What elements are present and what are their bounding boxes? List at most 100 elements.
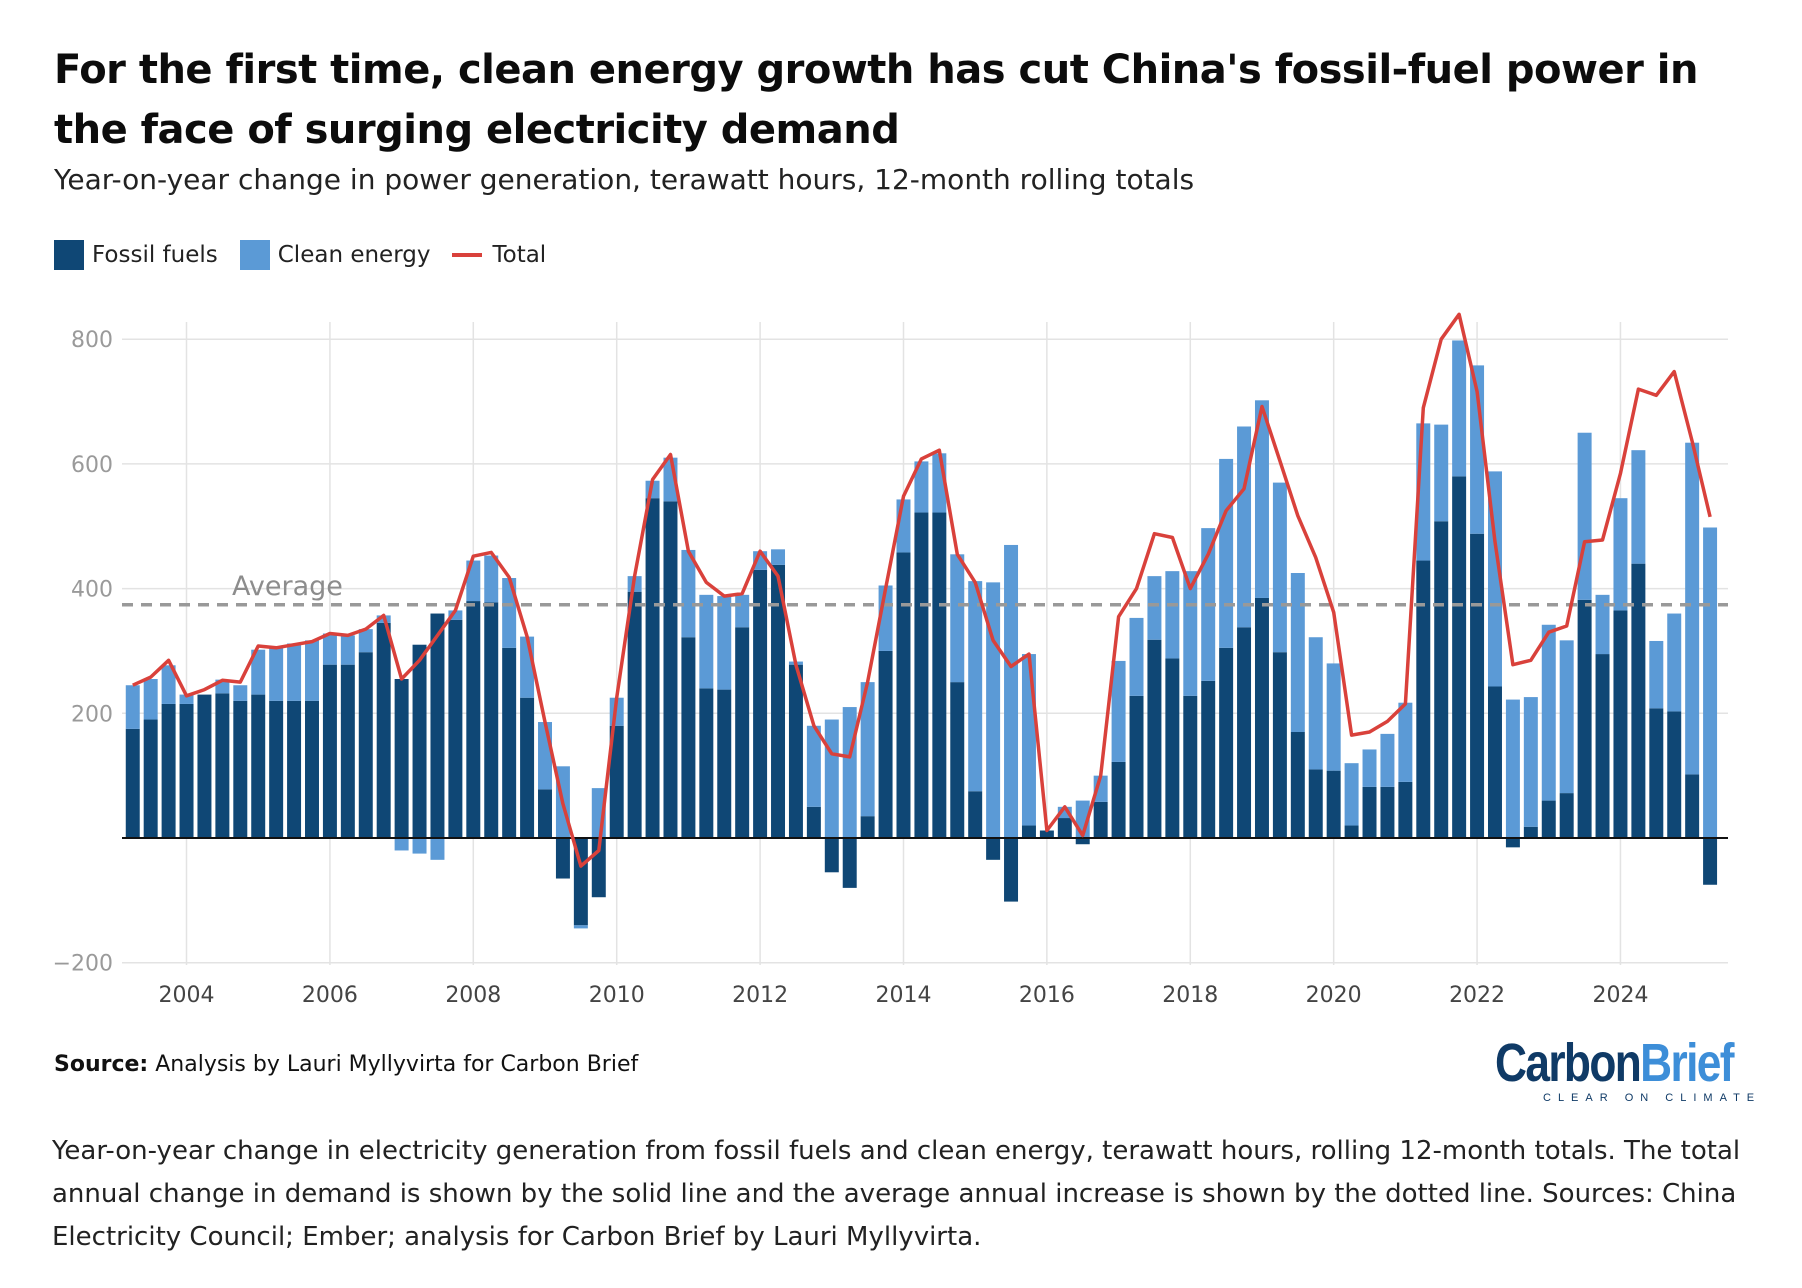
bar-clean xyxy=(1057,806,1072,819)
bar-clean xyxy=(914,461,929,513)
bar-clean xyxy=(1004,544,1019,838)
bar-clean xyxy=(1129,617,1144,696)
bar-fossil xyxy=(1380,786,1395,838)
bar-clean xyxy=(484,555,499,603)
x-tick-label: 2022 xyxy=(1449,983,1505,1008)
bar-clean xyxy=(1111,660,1126,762)
bar-clean xyxy=(179,694,194,704)
bar-clean xyxy=(430,838,445,860)
x-tick-label: 2008 xyxy=(445,983,501,1008)
bar-clean xyxy=(502,578,517,648)
bar-fossil xyxy=(896,552,911,838)
bar-clean xyxy=(1380,733,1395,787)
bar-fossil xyxy=(1362,786,1377,838)
bar-clean xyxy=(1559,640,1574,794)
x-tick-label: 2012 xyxy=(732,983,788,1008)
bar-fossil xyxy=(1111,761,1126,838)
bar-clean xyxy=(287,643,302,701)
logo-part2: Brief xyxy=(1640,1033,1734,1093)
bar-fossil xyxy=(1165,658,1180,838)
bar-fossil xyxy=(251,694,266,838)
bar-clean xyxy=(1290,573,1305,733)
bar-clean xyxy=(340,635,355,665)
bar-fossil xyxy=(878,650,893,838)
bar-clean xyxy=(573,925,588,929)
legend-item-clean: Clean energy xyxy=(239,240,431,270)
bar-fossil xyxy=(430,613,445,838)
x-tick-label: 2004 xyxy=(159,983,215,1008)
bar-fossil xyxy=(233,700,248,838)
bar-fossil xyxy=(1290,732,1305,838)
bar-fossil xyxy=(1487,686,1502,838)
bar-fossil xyxy=(1183,695,1198,838)
bar-fossil xyxy=(1057,818,1072,838)
legend-label-fossil: Fossil fuels xyxy=(92,242,218,268)
bar-clean xyxy=(717,596,732,690)
bar-clean xyxy=(1505,699,1520,838)
bar-clean xyxy=(699,594,714,689)
bar-fossil xyxy=(215,693,230,838)
bar-clean xyxy=(1595,594,1610,655)
bar-clean xyxy=(968,581,983,792)
legend-item-total: Total xyxy=(452,242,546,268)
logo-part1: Carbon xyxy=(1495,1033,1642,1093)
y-tick-label: −200 xyxy=(53,952,113,977)
bar-fossil xyxy=(1613,610,1628,838)
bar-fossil xyxy=(538,789,552,838)
bar-clean xyxy=(1344,763,1359,826)
bar-fossil xyxy=(448,619,463,838)
bar-fossil xyxy=(1308,769,1323,838)
bar-fossil xyxy=(1434,521,1449,838)
bar-clean xyxy=(1398,702,1413,782)
source-text: Analysis by Lauri Myllyvirta for Carbon … xyxy=(155,1052,639,1077)
bar-clean xyxy=(1577,432,1592,600)
bar-fossil xyxy=(1344,825,1359,838)
bar-fossil xyxy=(322,664,337,838)
bar-fossil xyxy=(1272,652,1287,838)
legend-label-clean: Clean energy xyxy=(277,242,431,268)
bar-fossil xyxy=(287,700,302,838)
bar-clean xyxy=(358,629,373,653)
bar-clean xyxy=(1021,654,1036,826)
bar-fossil xyxy=(788,664,803,838)
bar-fossil xyxy=(358,652,373,838)
bar-fossil xyxy=(197,694,212,838)
bar-fossil xyxy=(986,838,1001,860)
bar-fossil xyxy=(1470,533,1485,838)
bar-clean xyxy=(1649,640,1664,709)
bar-clean xyxy=(1254,400,1269,598)
bar-fossil xyxy=(950,682,965,838)
bar-fossil xyxy=(1416,560,1431,838)
bar-fossil xyxy=(806,806,821,838)
x-tick-label: 2020 xyxy=(1306,983,1362,1008)
average-label: Average xyxy=(232,571,343,602)
bar-clean xyxy=(1183,571,1198,696)
bar-fossil xyxy=(735,627,750,838)
bar-clean xyxy=(806,725,821,807)
bar-clean xyxy=(1541,624,1556,801)
chart-title: For the first time, clean energy growth … xyxy=(54,47,1698,153)
bar-fossil xyxy=(1219,647,1234,838)
x-tick-label: 2006 xyxy=(302,983,358,1008)
bar-clean xyxy=(448,610,463,620)
bar-fossil xyxy=(1004,838,1019,902)
bar-fossil xyxy=(663,501,678,838)
logo-tagline: CLEAR ON CLIMATE xyxy=(1543,1092,1762,1104)
y-tick-label: 400 xyxy=(71,578,113,603)
bar-fossil xyxy=(1505,838,1520,848)
bar-fossil xyxy=(824,838,839,873)
y-tick-label: 800 xyxy=(71,328,113,353)
bar-fossil xyxy=(466,601,481,838)
bar-clean xyxy=(143,679,158,720)
bar-fossil xyxy=(1093,801,1108,838)
bar-clean xyxy=(860,682,875,817)
bar-fossil xyxy=(1237,627,1252,838)
bar-fossil xyxy=(412,644,427,838)
source-note: Source: Analysis by Lauri Myllyvirta for… xyxy=(54,1052,638,1077)
bar-clean xyxy=(1703,527,1718,838)
bar-clean xyxy=(842,707,857,838)
bar-clean xyxy=(1237,426,1252,628)
x-tick-label: 2014 xyxy=(875,983,931,1008)
bar-fossil xyxy=(484,602,499,838)
legend-item-fossil: Fossil fuels xyxy=(54,240,218,270)
